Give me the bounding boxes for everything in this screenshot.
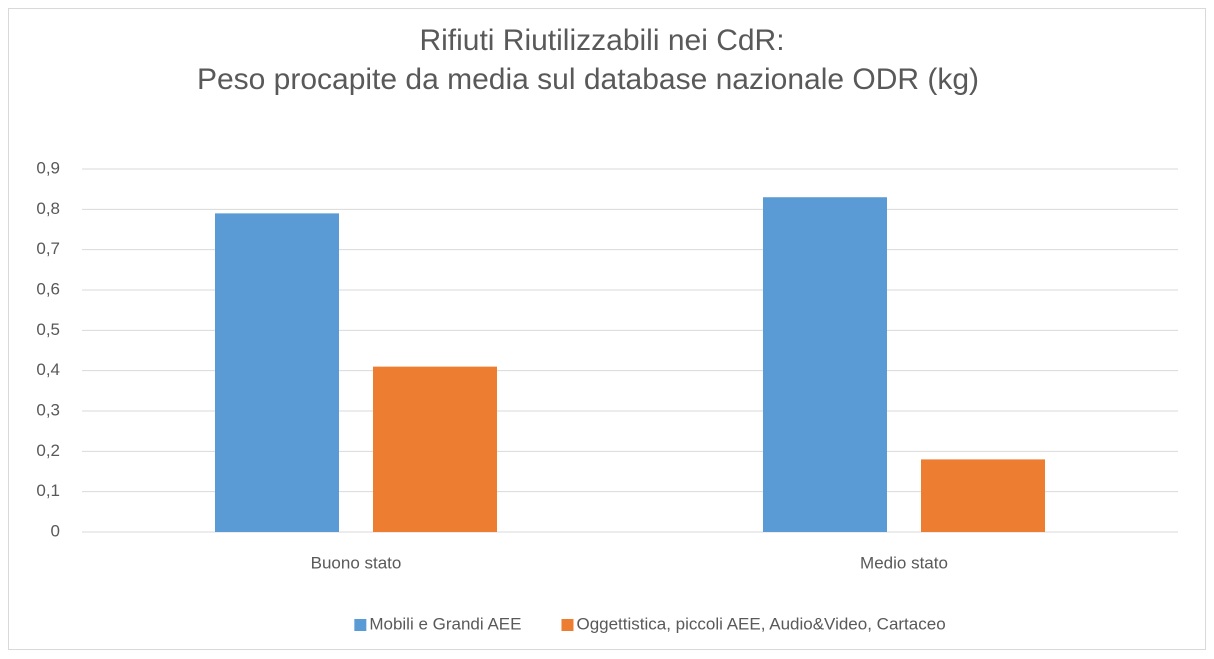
legend-swatch	[561, 619, 574, 631]
chart-border	[8, 8, 1206, 650]
chart-title: Rifiuti Riutilizzabili nei CdR:	[419, 24, 784, 57]
legend-label: Oggettistica, piccoli AEE, Audio&Video, …	[576, 614, 945, 633]
legend-swatch	[354, 619, 367, 631]
y-tick-label: 0,2	[36, 441, 60, 460]
y-tick-label: 0,4	[36, 360, 60, 379]
y-tick-label: 0,1	[36, 481, 60, 500]
legend-label: Mobili e Grandi AEE	[369, 614, 521, 633]
bar	[763, 197, 887, 532]
y-tick-label: 0,5	[36, 320, 60, 339]
bar	[921, 459, 1045, 532]
y-tick-label: 0	[51, 521, 60, 540]
y-tick-label: 0,9	[36, 158, 60, 177]
y-tick-label: 0,8	[36, 199, 60, 218]
x-tick-label: Medio stato	[860, 553, 948, 572]
y-tick-label: 0,3	[36, 400, 60, 419]
y-tick-label: 0,7	[36, 239, 60, 258]
bar	[215, 213, 339, 532]
y-tick-label: 0,6	[36, 279, 60, 298]
bar	[373, 366, 497, 532]
chart-title: Peso procapite da media sul database naz…	[197, 63, 979, 96]
x-tick-label: Buono stato	[311, 553, 402, 572]
